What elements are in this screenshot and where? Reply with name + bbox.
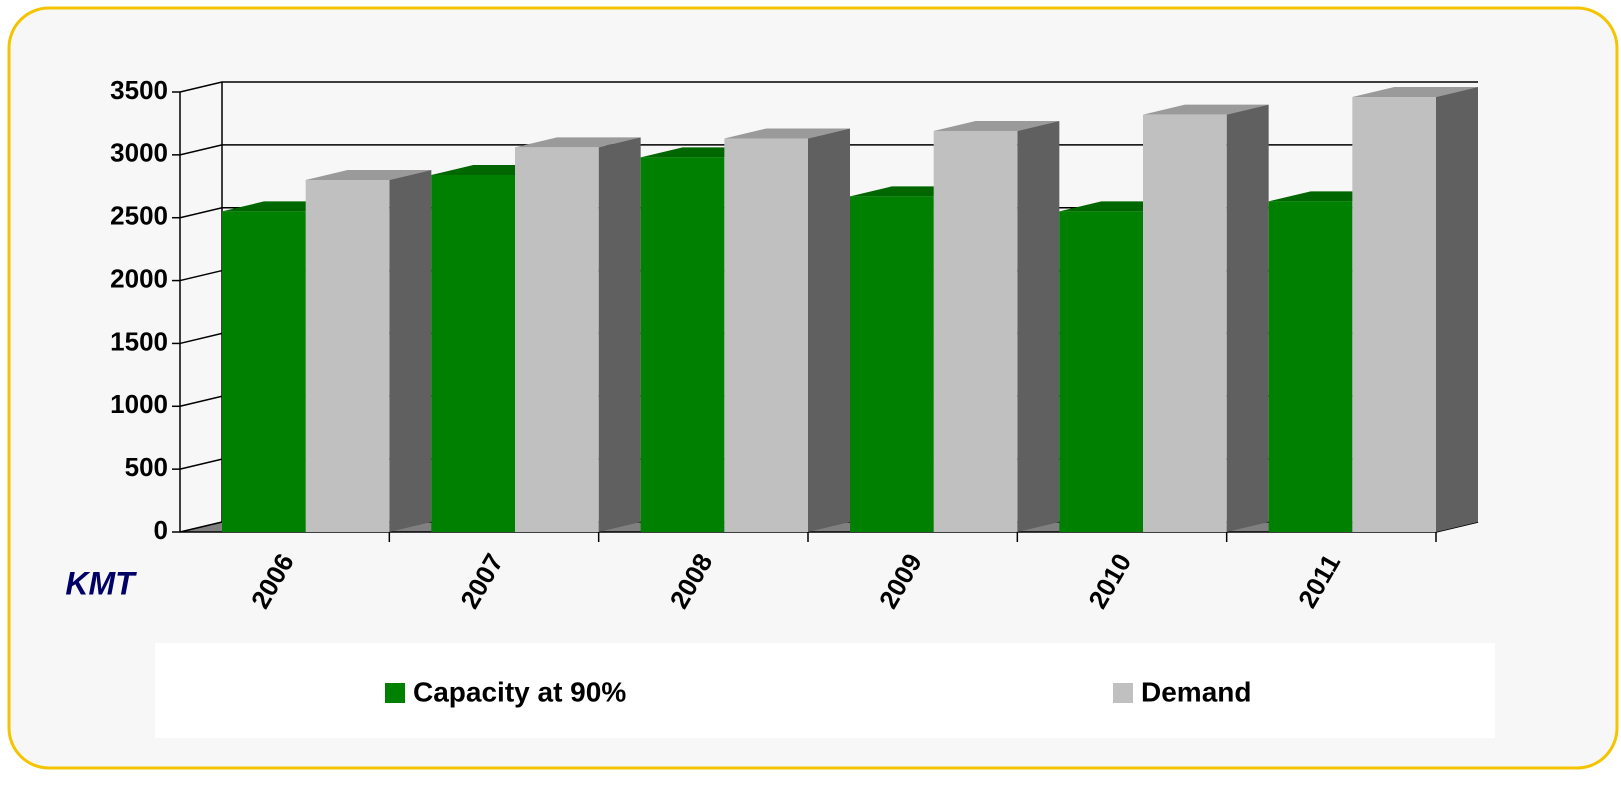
legend-swatch <box>385 683 405 703</box>
y-tick-label: 1500 <box>110 326 168 356</box>
bar-side <box>389 170 432 532</box>
bar <box>431 174 515 532</box>
bar <box>222 211 306 532</box>
y-tick-label: 3500 <box>110 75 168 105</box>
legend-box <box>155 643 1495 738</box>
bar <box>1352 97 1436 533</box>
y-tick-label: 1000 <box>110 389 168 419</box>
bar-top <box>1143 104 1269 115</box>
y-axis-label: KMT <box>65 565 137 601</box>
bar-top <box>1352 87 1478 98</box>
bar-side <box>1436 87 1478 533</box>
bar-top <box>933 120 1060 131</box>
bar <box>1059 211 1143 532</box>
y-tick-label: 2000 <box>110 263 168 293</box>
bar <box>1268 201 1353 532</box>
legend-label: Demand <box>1141 676 1251 707</box>
bar-side <box>598 137 641 533</box>
bar <box>724 138 808 532</box>
bar <box>850 196 934 533</box>
y-tick-label: 500 <box>125 452 168 482</box>
y-tick-label: 3000 <box>110 138 168 168</box>
bar <box>1143 114 1227 532</box>
bar-side <box>1017 120 1060 532</box>
bar <box>640 157 725 532</box>
bar <box>515 147 599 533</box>
bar-top <box>724 128 850 139</box>
bar-side <box>1226 104 1269 532</box>
bar-top <box>305 170 432 180</box>
grid-line <box>179 81 1478 93</box>
y-tick-label: 2500 <box>110 201 168 231</box>
legend-swatch <box>1113 683 1133 703</box>
y-tick-label: 0 <box>154 515 168 545</box>
bar <box>933 130 1018 532</box>
bar-top <box>515 137 641 148</box>
bar-side <box>808 128 850 532</box>
bar <box>305 180 390 532</box>
legend-label: Capacity at 90% <box>413 676 626 707</box>
